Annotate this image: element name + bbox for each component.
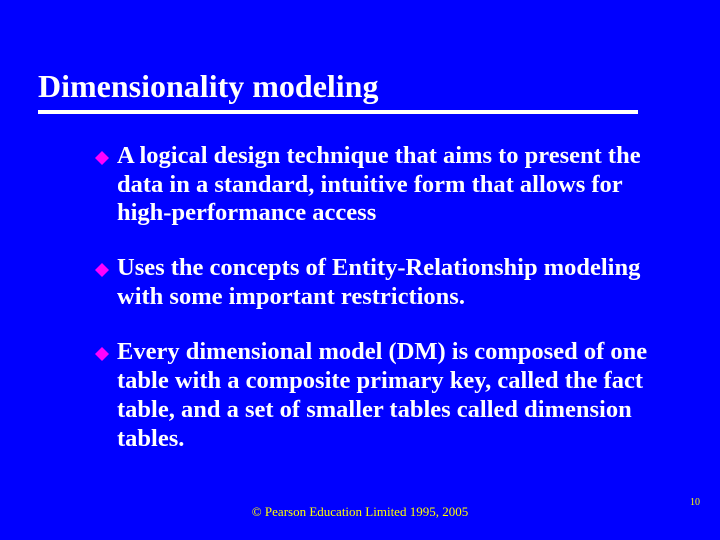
bullet-text: Every dimensional model (DM) is composed… [117, 338, 665, 454]
slide: Dimensionality modeling A logical design… [0, 0, 720, 540]
title-container: Dimensionality modeling [0, 70, 720, 114]
list-item: A logical design technique that aims to … [95, 142, 665, 229]
list-item: Uses the concepts of Entity-Relationship… [95, 254, 665, 312]
list-item: Every dimensional model (DM) is composed… [95, 338, 665, 454]
slide-title: Dimensionality modeling [38, 70, 638, 114]
footer-copyright: © Pearson Education Limited 1995, 2005 [0, 504, 720, 520]
bullet-text: A logical design technique that aims to … [117, 142, 665, 229]
diamond-bullet-icon [95, 347, 109, 361]
page-number: 10 [690, 497, 700, 508]
diamond-bullet-icon [95, 151, 109, 165]
bullet-text: Uses the concepts of Entity-Relationship… [117, 254, 665, 312]
content-area: A logical design technique that aims to … [0, 114, 720, 454]
diamond-bullet-icon [95, 263, 109, 277]
